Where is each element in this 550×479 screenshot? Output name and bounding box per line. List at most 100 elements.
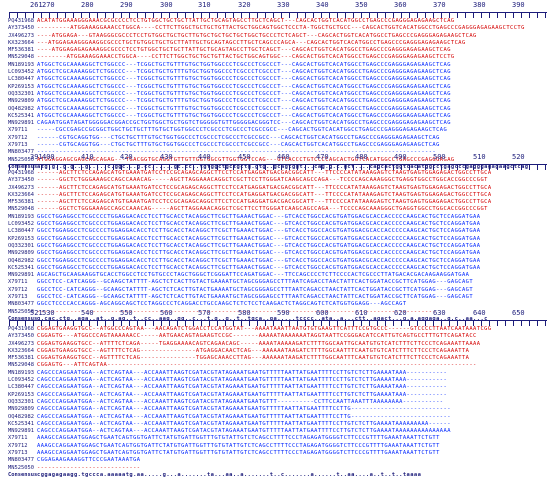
alignment-row: LC093452 ATGGCTCGCAAAAGGCTCTGGCCC---TCGGC… bbox=[0, 69, 550, 76]
sequence-text: ----ATGGAGA---GTAAGGGCGCCCTCCTGTGGCTGCTG… bbox=[37, 32, 477, 39]
alignment-row: KC525341 ATGGCTCGCAAAAGGCTCTGGCCC---TCGGC… bbox=[0, 113, 550, 120]
sequence-text: CGGAGTG---ATGGCCCAGTAAAAAACC-----AATGAAC… bbox=[37, 333, 477, 340]
sequence-text: GGCCTGGAGGCCTCGCCCCTGGAGGACACCTCCTTGCACC… bbox=[37, 221, 481, 228]
sequence-text: ---------------------------- bbox=[37, 464, 141, 471]
sequence-text: CAGCCCAGGAATGGA--ACTCAGTAA---ACCAAATTAAG… bbox=[37, 391, 448, 398]
sequence-text: ATGGCTCGCAAAAGGCTCTGGCCC---TCGGCTGCTGTTT… bbox=[37, 61, 451, 68]
sequence-name: LC380447 bbox=[8, 228, 34, 235]
ruler-label: 620 bbox=[394, 309, 407, 317]
alignment-row: X79711 GGCCTCC-CATCAGGG--GCAAGCTATTTT-AGC… bbox=[0, 279, 550, 286]
ruler-label: 360 bbox=[394, 1, 407, 9]
sequence-name: MN929891 bbox=[8, 428, 34, 435]
alignment-row: X79713 AAAGCCAGGAATGGAGCTGAATCAGTGGTGATTC… bbox=[0, 450, 550, 457]
ruler-label: 590 bbox=[277, 309, 290, 317]
ruler-label: 420 bbox=[120, 153, 133, 161]
alignment-row: MN525050 --------------------------------… bbox=[0, 309, 550, 316]
sequence-text: CGGAGTGAAGGTGCC--AGTTTTCTCAG------------… bbox=[37, 347, 470, 354]
ruler-label: 521 bbox=[30, 309, 43, 317]
ruler-label: 640 bbox=[473, 309, 486, 317]
alignment-row: X79712 ------CGTGCAGGTGG---CTGCTGCTTTGTGC… bbox=[0, 135, 550, 142]
alignment-row: X79711 AAAGCCAGGAATGGAGCTGAATCAGTGGTGATTC… bbox=[0, 435, 550, 442]
ruler-label: 330 bbox=[277, 1, 290, 9]
alignment-row: MN929891 CAGCCCAGGAATGGA--ACTCAGTAA---ACC… bbox=[0, 428, 550, 435]
ruler-label: 400 bbox=[42, 153, 55, 161]
sequence-text: CAGCCCAGGAATGGA--ACTCAGTAA---ACCAAATTAAG… bbox=[37, 406, 451, 413]
sequence-text: GGCCTGGAGGCCTCGCCCCTGGAGGACACCTCCTTGCACC… bbox=[37, 250, 481, 257]
ruler-label: 370 bbox=[433, 1, 446, 9]
alignment-row: KX323664 ------AGCTTCTCCAGAGCATGTGAAATGAT… bbox=[0, 192, 550, 199]
sequence-name: OQ332301 bbox=[8, 242, 34, 249]
sequence-name: X79711 bbox=[8, 127, 28, 134]
sequence-text: CAGCCCAGGAATGGA--ACTCAGTAA---ACCAAATTAAG… bbox=[37, 413, 451, 420]
sequence-text: GGCCTCC-CATCAGGG--GCAAGCTATTTT-AGCTCTCAC… bbox=[37, 286, 474, 293]
alignment-row: LC380447 GGCCTGGAGGCCTCGCCCCTGGAGGACACCTC… bbox=[0, 228, 550, 235]
sequence-text: ------GGCTCTGGGAAAGCCAGCCAAACAG-----AGCT… bbox=[37, 206, 488, 213]
sequence-text: CAGCCCAGGAATGGA--ACTCAGTAA---ACCAAATTAAG… bbox=[37, 398, 444, 405]
sequence-text: ACATATGGAAAGGGAAACGCGCCCCTCCTGTGGCTGCTGC… bbox=[37, 18, 455, 24]
sequence-text: --------ATGGAAAGGAAACCTGGCA----CCTTCTTGG… bbox=[37, 54, 455, 61]
sequence-text: CAGCCCAGGAATGGA--ACTCAGTAA---ACCAAATTAAG… bbox=[37, 369, 448, 376]
sequence-name: JX496273 bbox=[8, 184, 34, 191]
sequence-name: KC525341 bbox=[8, 112, 34, 119]
sequence-text: ----------------------------------------… bbox=[37, 149, 437, 156]
sequence-name: OQ482982 bbox=[8, 413, 34, 420]
alignment-row: MN929809 GGCCTGGAGGCCTCGCCCCTGGAGGACACCTC… bbox=[0, 250, 550, 257]
sequence-text: -----CGCCGAGCCGCGGCTGGCTGCTGCTTTGTGCTGGT… bbox=[37, 127, 448, 134]
sequence-name: MN529048 bbox=[8, 362, 34, 369]
sequence-text: ATGGCTCGCAAAAGGCTCTGGCCC---TCGGCTGCTGTTT… bbox=[37, 76, 451, 83]
sequence-text: CGGAGAAGAAAGGTTCCCGAATAAATGA bbox=[37, 457, 141, 464]
sequence-name: KX323664 bbox=[8, 347, 34, 354]
alignment-row: MF536381 CGGAGTGAAGGTGCC--AGTTTTCTCAG----… bbox=[0, 355, 550, 362]
sequence-name: MN189193 bbox=[8, 213, 34, 220]
sequence-name: MN803477 bbox=[8, 457, 34, 464]
ruler-label: 550 bbox=[120, 309, 133, 317]
alignment-row: KX323664 ---ATGGAGAAGGGAAGGCGCCCTGCTGTGGC… bbox=[0, 40, 550, 47]
alignment-row: MN929891 AGCAGCTGCAAGAAGGTGCACCTGGCCTCCTG… bbox=[0, 272, 550, 279]
alignment-row: AY373450 ---------ATGGAAAGGAAACCTGGCA----… bbox=[0, 25, 550, 32]
sequence-text: CAGCCCAGGAATGGA--ACTCAGTAA---ACCAAATTAAG… bbox=[37, 377, 448, 384]
alignment-row: JX496273 ------AGCTTCTCCAGAGCATGTGAAATGAT… bbox=[0, 185, 550, 192]
sequence-text: ------AGCTTCTCCAGAGCATGTGAAATGATCCTCCGCA… bbox=[37, 199, 492, 206]
sequence-name: MN525050 bbox=[8, 156, 34, 163]
consensus-row: Consensusg.cac.ctg..aga..at..g.ag..t..cc… bbox=[0, 316, 550, 323]
sequence-name: MN189193 bbox=[8, 61, 34, 68]
sequence-name: OQ332301 bbox=[8, 90, 34, 97]
sequence-name: X79712 bbox=[8, 442, 28, 449]
alignment-row: JX496273 CGGAGTGAAGGTGCC--ATTTTCTCAGA----… bbox=[0, 341, 550, 348]
alignment-row: LC093452 GGCCTGGAGGCCTCGCCCCTGGAGGACACCTC… bbox=[0, 221, 550, 228]
ruler-label: 470 bbox=[316, 153, 329, 161]
sequence-name: LC093452 bbox=[8, 69, 34, 76]
ruler-label: 630 bbox=[433, 309, 446, 317]
alignment-row: LC380447 CAGCCCAGGAATGGA--ACTCAGTAA---ACC… bbox=[0, 384, 550, 391]
sequence-name: MN929809 bbox=[8, 98, 34, 105]
alignment-row: KP269153 GGCCTGGAGGCCTCGCCCCTGGAGGACACCTC… bbox=[0, 236, 550, 243]
alignment-row: MN803477 --------------------------------… bbox=[0, 149, 550, 156]
consensus-label: Consensus bbox=[8, 315, 38, 322]
alignment-row: X79711 -----CGCCGAGCCGCGGCTGGCTGCTGCTTTGT… bbox=[0, 127, 550, 134]
ruler-label: 600 bbox=[316, 309, 329, 317]
ruler-label: 280 bbox=[81, 1, 94, 9]
ruler-label: 500 bbox=[433, 153, 446, 161]
ruler-label: 300 bbox=[160, 1, 173, 9]
sequence-name: KX323664 bbox=[8, 191, 34, 198]
ruler-label: 410 bbox=[81, 153, 94, 161]
alignment-row: KP269153 CAGCCCAGGAATGGA--ACTCAGTAA---ACC… bbox=[0, 392, 550, 399]
sequence-name: MN803477 bbox=[8, 149, 34, 156]
alignment-row: LC380447 ATGGCTCGCAAAAGGCTCTGGCCC---TCGGC… bbox=[0, 76, 550, 83]
ruler-label: 580 bbox=[238, 309, 251, 317]
sequence-text: GGCCTCC-CATCAGGG--GCAAGCTATTTT-AGCTCTCAC… bbox=[37, 279, 474, 286]
consensus-row: Consensuscggagagaagg.tgccca.aaaaatg.aa..… bbox=[0, 472, 550, 479]
sequence-text: ATGGCTCGCAAAAGGCTCTGGCCC---TCGGCTGCTGTTT… bbox=[37, 90, 451, 97]
sequence-name: KP269153 bbox=[8, 391, 34, 398]
sequence-text: GGCCTGGAGGCCTCGCCCCTGGAGGACACCTCCTTGCACC… bbox=[37, 257, 481, 264]
alignment-row: MN525050 ATGGAGGAGCGAGCAGCAGAG---TGACGGTG… bbox=[0, 157, 550, 164]
sequence-text: CGGAGTGAAGGTGCC--ATTTTCTCAGA-----TGAGGAA… bbox=[37, 340, 481, 347]
alignment-row: KP269153 ATGGCTCGCAAAAGGCTCTGGCCC---TCGGC… bbox=[0, 84, 550, 91]
alignment-block-3: 521 530 540 550 560 570 580 590 600 610 620 630 640 6… bbox=[0, 308, 550, 479]
ruler-label: 570 bbox=[198, 309, 211, 317]
alignment-row: MN529048 CGGAGTG---ATTCAGTAA-------------… bbox=[0, 362, 550, 369]
sequence-name: X79713 bbox=[8, 450, 28, 457]
sequence-text: CAGAATGGATAGATGGGGGACGGACCGCTGGTGGCTGCTG… bbox=[37, 120, 451, 127]
ruler-label: 310 bbox=[198, 1, 211, 9]
alignment-row: X79713 ------CGTGCAGGTGG---CTGCTGCTTTGTGC… bbox=[0, 142, 550, 149]
